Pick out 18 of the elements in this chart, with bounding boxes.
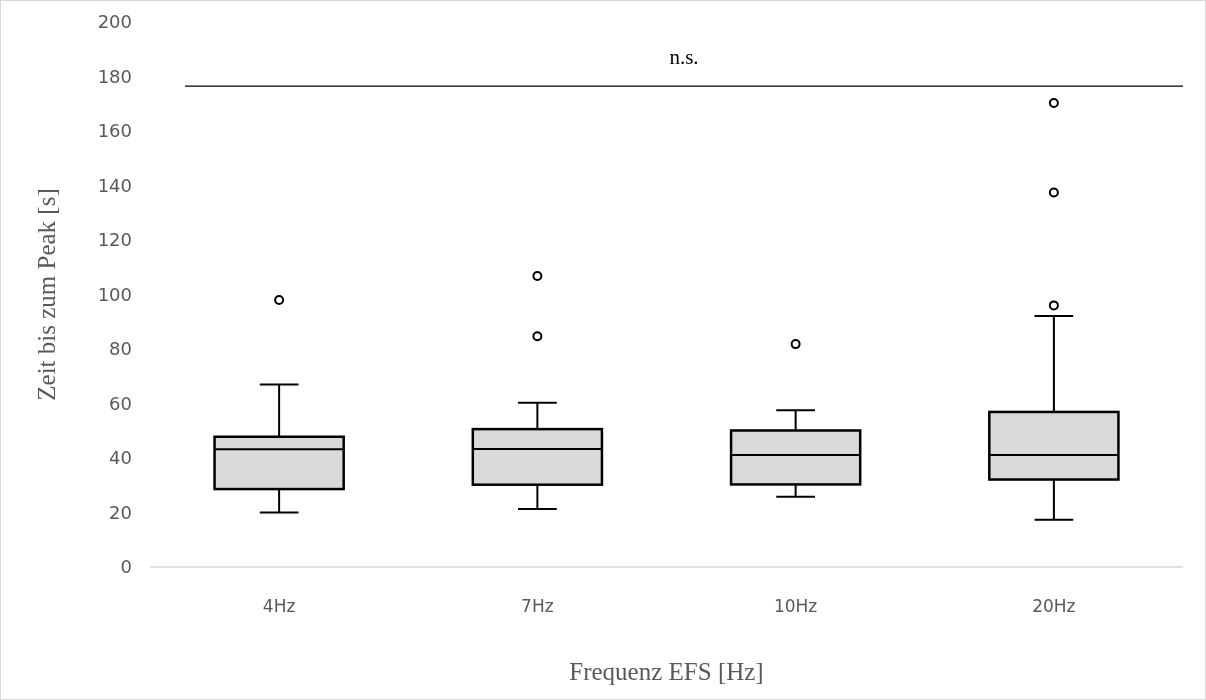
y-tick-label: 60 — [109, 392, 132, 414]
y-tick-label: 180 — [97, 65, 132, 87]
y-tick-label: 160 — [97, 120, 132, 142]
x-tick-label: 7Hz — [521, 596, 554, 616]
x-tick-label: 4Hz — [262, 596, 296, 616]
y-tick-label: 120 — [97, 229, 132, 251]
y-tick-label: 140 — [97, 174, 132, 196]
y-tick-label: 200 — [97, 11, 132, 33]
y-axis-title: Zeit bis zum Peak [s] — [33, 188, 60, 401]
y-tick-label: 80 — [109, 338, 132, 360]
y-tick-label: 0 — [120, 556, 132, 578]
ref-line-label: n.s. — [669, 45, 699, 70]
x-axis-title: Frequenz EFS [Hz] — [569, 658, 764, 685]
y-tick-label: 100 — [97, 283, 132, 305]
x-tick-label: 10Hz — [773, 596, 818, 616]
y-tick-label: 40 — [109, 447, 132, 469]
y-tick-label: 20 — [109, 501, 132, 523]
x-tick-label: 20Hz — [1032, 596, 1076, 616]
